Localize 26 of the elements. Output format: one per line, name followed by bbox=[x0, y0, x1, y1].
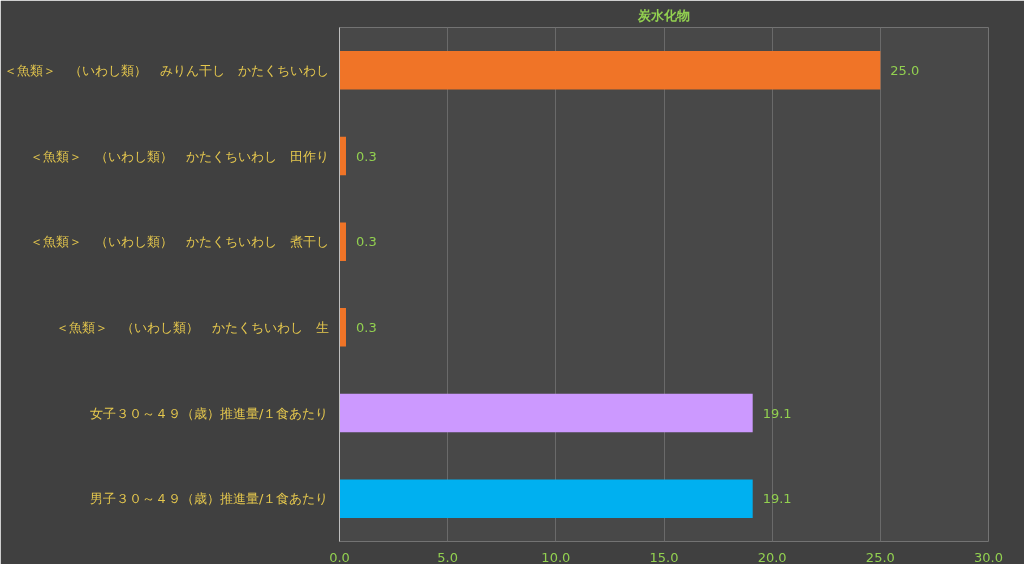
x-tick-label: 15.0 bbox=[649, 549, 679, 564]
data-label: 19.1 bbox=[762, 405, 792, 421]
x-tick-label: 5.0 bbox=[437, 549, 459, 564]
bar bbox=[339, 393, 753, 433]
y-tick-label: 男子３０～４９（歳）推進量/１食あたり bbox=[90, 491, 329, 507]
data-label: 25.0 bbox=[890, 62, 920, 78]
bar bbox=[339, 479, 753, 518]
y-tick-label: ＜魚類＞ （いわし類） かたくちいわし 生 bbox=[55, 319, 329, 335]
data-label: 0.3 bbox=[355, 319, 377, 335]
x-tick-label: 20.0 bbox=[757, 549, 787, 564]
y-tick-label: ＜魚類＞ （いわし類） みりん干し かたくちいわし bbox=[3, 62, 329, 78]
bar bbox=[339, 222, 346, 261]
y-tick-label: 女子３０～４９（歳）推進量/１食あたり bbox=[90, 405, 329, 421]
y-tick-label: ＜魚類＞ （いわし類） かたくちいわし 煮干し bbox=[29, 234, 329, 250]
x-tick-label: 30.0 bbox=[974, 549, 1003, 564]
data-label: 0.3 bbox=[355, 148, 377, 164]
bar bbox=[339, 136, 346, 176]
chart-title: 炭水化物 bbox=[637, 7, 690, 23]
x-tick-label: 0.0 bbox=[329, 549, 350, 564]
bar bbox=[339, 51, 881, 90]
y-tick-label: ＜魚類＞ （いわし類） かたくちいわし 田作り bbox=[29, 148, 329, 164]
data-label: 19.1 bbox=[762, 491, 792, 507]
x-tick-label: 25.0 bbox=[865, 549, 895, 564]
x-tick-label: 10.0 bbox=[541, 549, 571, 564]
bar bbox=[339, 308, 346, 347]
data-label: 0.3 bbox=[355, 234, 377, 250]
